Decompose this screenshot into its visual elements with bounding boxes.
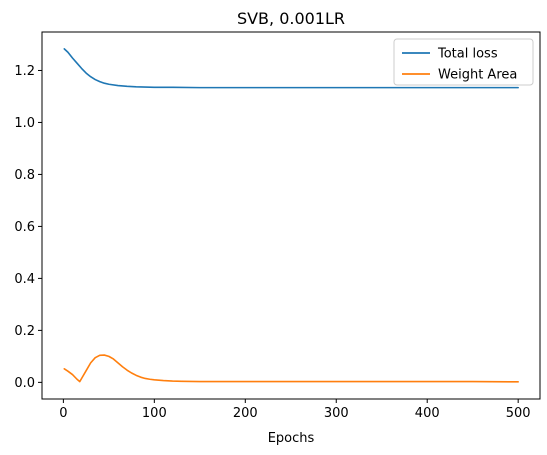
y-tick-label: 1.2 xyxy=(14,64,35,79)
y-tick-label: 0.4 xyxy=(14,272,35,287)
y-axis: 0.0 0.2 0.4 0.6 0.8 1.0 1.2 xyxy=(14,64,42,391)
series-line-total-loss xyxy=(63,48,519,89)
y-tick-label: 0.8 xyxy=(14,168,35,183)
x-axis-label: Epochs xyxy=(268,431,315,446)
x-tick-label: 400 xyxy=(415,406,440,421)
x-axis: 0 100 200 300 400 500 xyxy=(59,399,531,421)
y-tick-label: 0.0 xyxy=(14,376,35,391)
legend-label: Total loss xyxy=(437,47,498,62)
legend: Total loss Weight Area xyxy=(393,38,534,86)
y-tick-label: 0.2 xyxy=(14,324,35,339)
chart-title: SVB, 0.001LR xyxy=(237,9,345,28)
x-tick-label: 0 xyxy=(59,406,67,421)
x-tick-label: 300 xyxy=(324,406,349,421)
x-tick-label: 100 xyxy=(142,406,167,421)
y-tick-label: 0.6 xyxy=(14,220,35,235)
x-tick-label: 500 xyxy=(506,406,531,421)
plot-area xyxy=(63,48,519,383)
x-tick-label: 200 xyxy=(233,406,258,421)
axes-frame xyxy=(41,31,541,400)
series-line-weight-area xyxy=(63,354,519,383)
y-tick-label: 1.0 xyxy=(14,116,35,131)
legend-label: Weight Area xyxy=(438,68,517,83)
